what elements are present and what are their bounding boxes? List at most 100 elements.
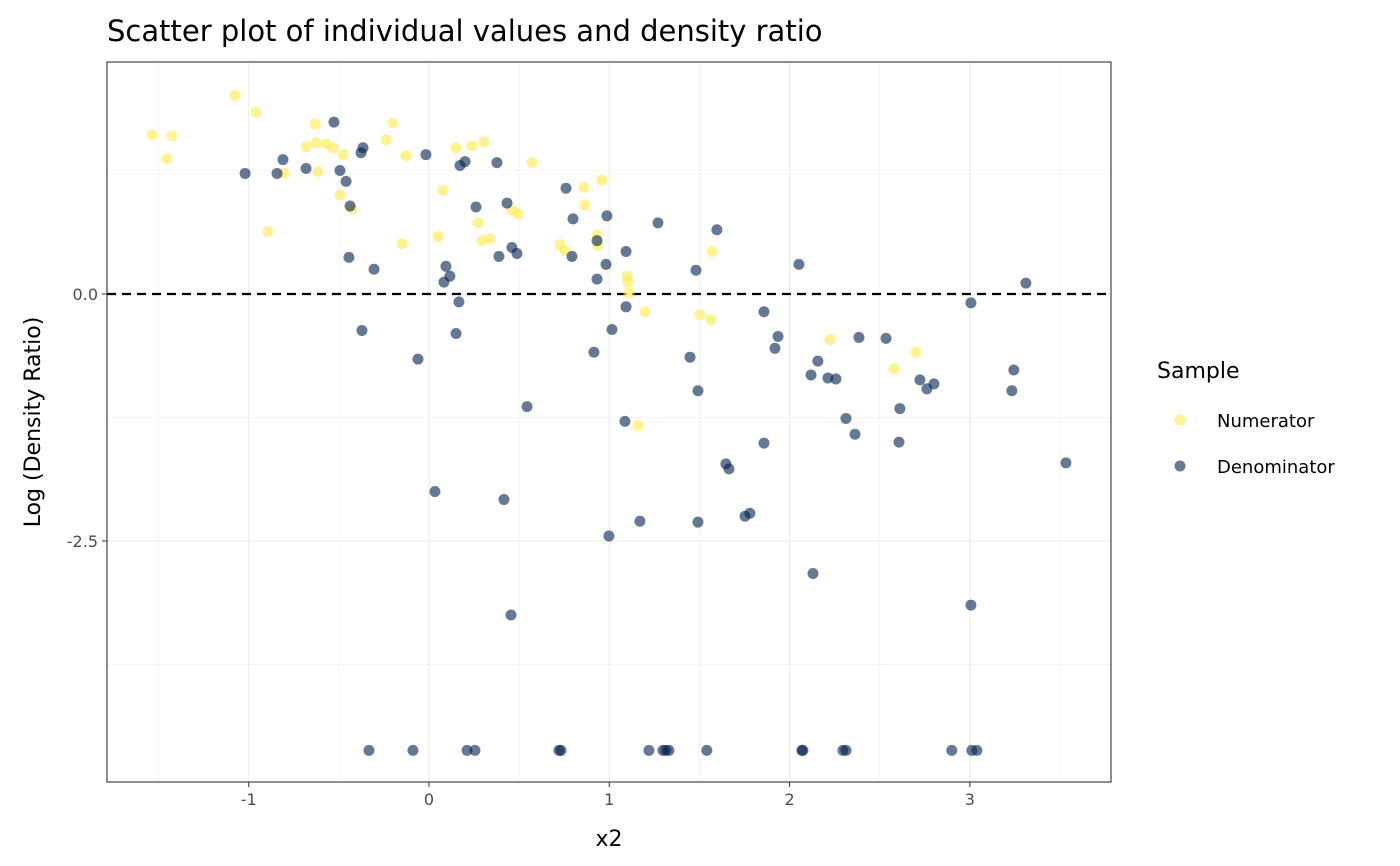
point-numerator — [250, 106, 262, 118]
x-axis-ticks: -1 0 1 2 3 — [241, 782, 975, 809]
point-denominator — [560, 182, 572, 194]
point-numerator — [327, 142, 339, 154]
point-denominator — [588, 346, 600, 358]
point-denominator — [634, 515, 646, 527]
point-denominator — [450, 327, 462, 339]
point-numerator — [596, 174, 608, 186]
legend-title: Sample — [1157, 359, 1240, 384]
point-denominator — [928, 378, 940, 390]
point-denominator — [1008, 364, 1020, 376]
point-denominator — [343, 251, 355, 263]
point-denominator — [407, 744, 419, 756]
point-denominator — [469, 744, 481, 756]
point-denominator — [501, 197, 513, 209]
point-numerator — [512, 208, 524, 220]
point-denominator — [914, 374, 926, 386]
point-denominator — [340, 175, 352, 187]
point-denominator — [946, 744, 958, 756]
point-denominator — [412, 353, 424, 365]
point-denominator — [793, 258, 805, 270]
point-denominator — [772, 330, 784, 342]
point-numerator — [478, 136, 490, 148]
x-tick-label: 0 — [424, 790, 434, 809]
point-numerator — [466, 140, 478, 152]
point-numerator — [146, 129, 158, 141]
point-denominator — [805, 369, 817, 381]
point-denominator — [363, 744, 375, 756]
point-denominator — [684, 351, 696, 363]
point-denominator — [701, 744, 713, 756]
point-denominator — [357, 142, 369, 154]
legend-key-denominator — [1174, 460, 1186, 472]
point-numerator — [632, 419, 644, 431]
point-denominator — [620, 301, 632, 313]
point-numerator — [472, 217, 484, 229]
point-numerator — [623, 287, 635, 299]
point-denominator — [769, 342, 781, 354]
point-numerator — [400, 150, 412, 162]
point-denominator — [591, 273, 603, 285]
y-tick-label: -2.5 — [67, 532, 98, 551]
x-tick-label: -1 — [241, 790, 257, 809]
point-numerator — [262, 226, 274, 238]
point-denominator — [840, 744, 852, 756]
point-numerator — [622, 276, 634, 288]
point-numerator — [334, 189, 346, 201]
point-numerator — [639, 306, 651, 318]
point-denominator — [356, 325, 368, 337]
point-denominator — [444, 270, 456, 282]
point-denominator — [758, 437, 770, 449]
point-numerator — [300, 141, 312, 153]
point-denominator — [965, 599, 977, 611]
point-denominator — [840, 412, 852, 424]
point-denominator — [459, 156, 471, 168]
point-denominator — [521, 401, 533, 413]
point-denominator — [591, 235, 603, 247]
point-denominator — [797, 744, 809, 756]
point-denominator — [1006, 385, 1018, 397]
point-denominator — [555, 744, 567, 756]
legend-key-numerator — [1174, 414, 1186, 426]
point-denominator — [600, 258, 612, 270]
point-denominator — [277, 154, 289, 166]
point-denominator — [420, 149, 432, 161]
point-denominator — [690, 264, 702, 276]
legend-label-numerator: Numerator — [1217, 411, 1315, 432]
point-denominator — [440, 260, 452, 272]
point-denominator — [894, 403, 906, 415]
x-tick-label: 1 — [604, 790, 614, 809]
point-numerator — [910, 346, 922, 358]
point-denominator — [566, 250, 578, 262]
gridlines — [107, 62, 1111, 782]
point-denominator — [965, 297, 977, 309]
point-numerator — [437, 184, 449, 196]
point-numerator — [310, 137, 322, 149]
point-denominator — [619, 415, 631, 427]
point-numerator — [309, 118, 321, 130]
point-denominator — [493, 250, 505, 262]
point-numerator — [694, 309, 706, 321]
point-denominator — [971, 744, 983, 756]
point-numerator — [579, 199, 591, 211]
point-denominator — [880, 332, 892, 344]
legend: Sample Numerator Denominator — [1157, 359, 1335, 478]
point-numerator — [706, 245, 718, 257]
point-numerator — [229, 89, 241, 101]
y-axis-ticks: 0.0 -2.5 — [67, 285, 107, 551]
point-denominator — [498, 493, 510, 505]
point-numerator — [312, 165, 324, 177]
point-denominator — [344, 200, 356, 212]
point-numerator — [705, 314, 717, 326]
point-denominator — [1020, 277, 1032, 289]
legend-label-denominator: Denominator — [1217, 457, 1335, 478]
point-numerator — [578, 181, 590, 193]
point-denominator — [491, 157, 503, 169]
point-denominator — [830, 373, 842, 385]
point-denominator — [663, 744, 675, 756]
x-tick-label: 2 — [784, 790, 794, 809]
point-denominator — [711, 224, 723, 236]
point-numerator — [450, 142, 462, 154]
y-tick-label: 0.0 — [73, 285, 98, 304]
points-layer — [146, 89, 1072, 756]
point-numerator — [161, 153, 173, 165]
